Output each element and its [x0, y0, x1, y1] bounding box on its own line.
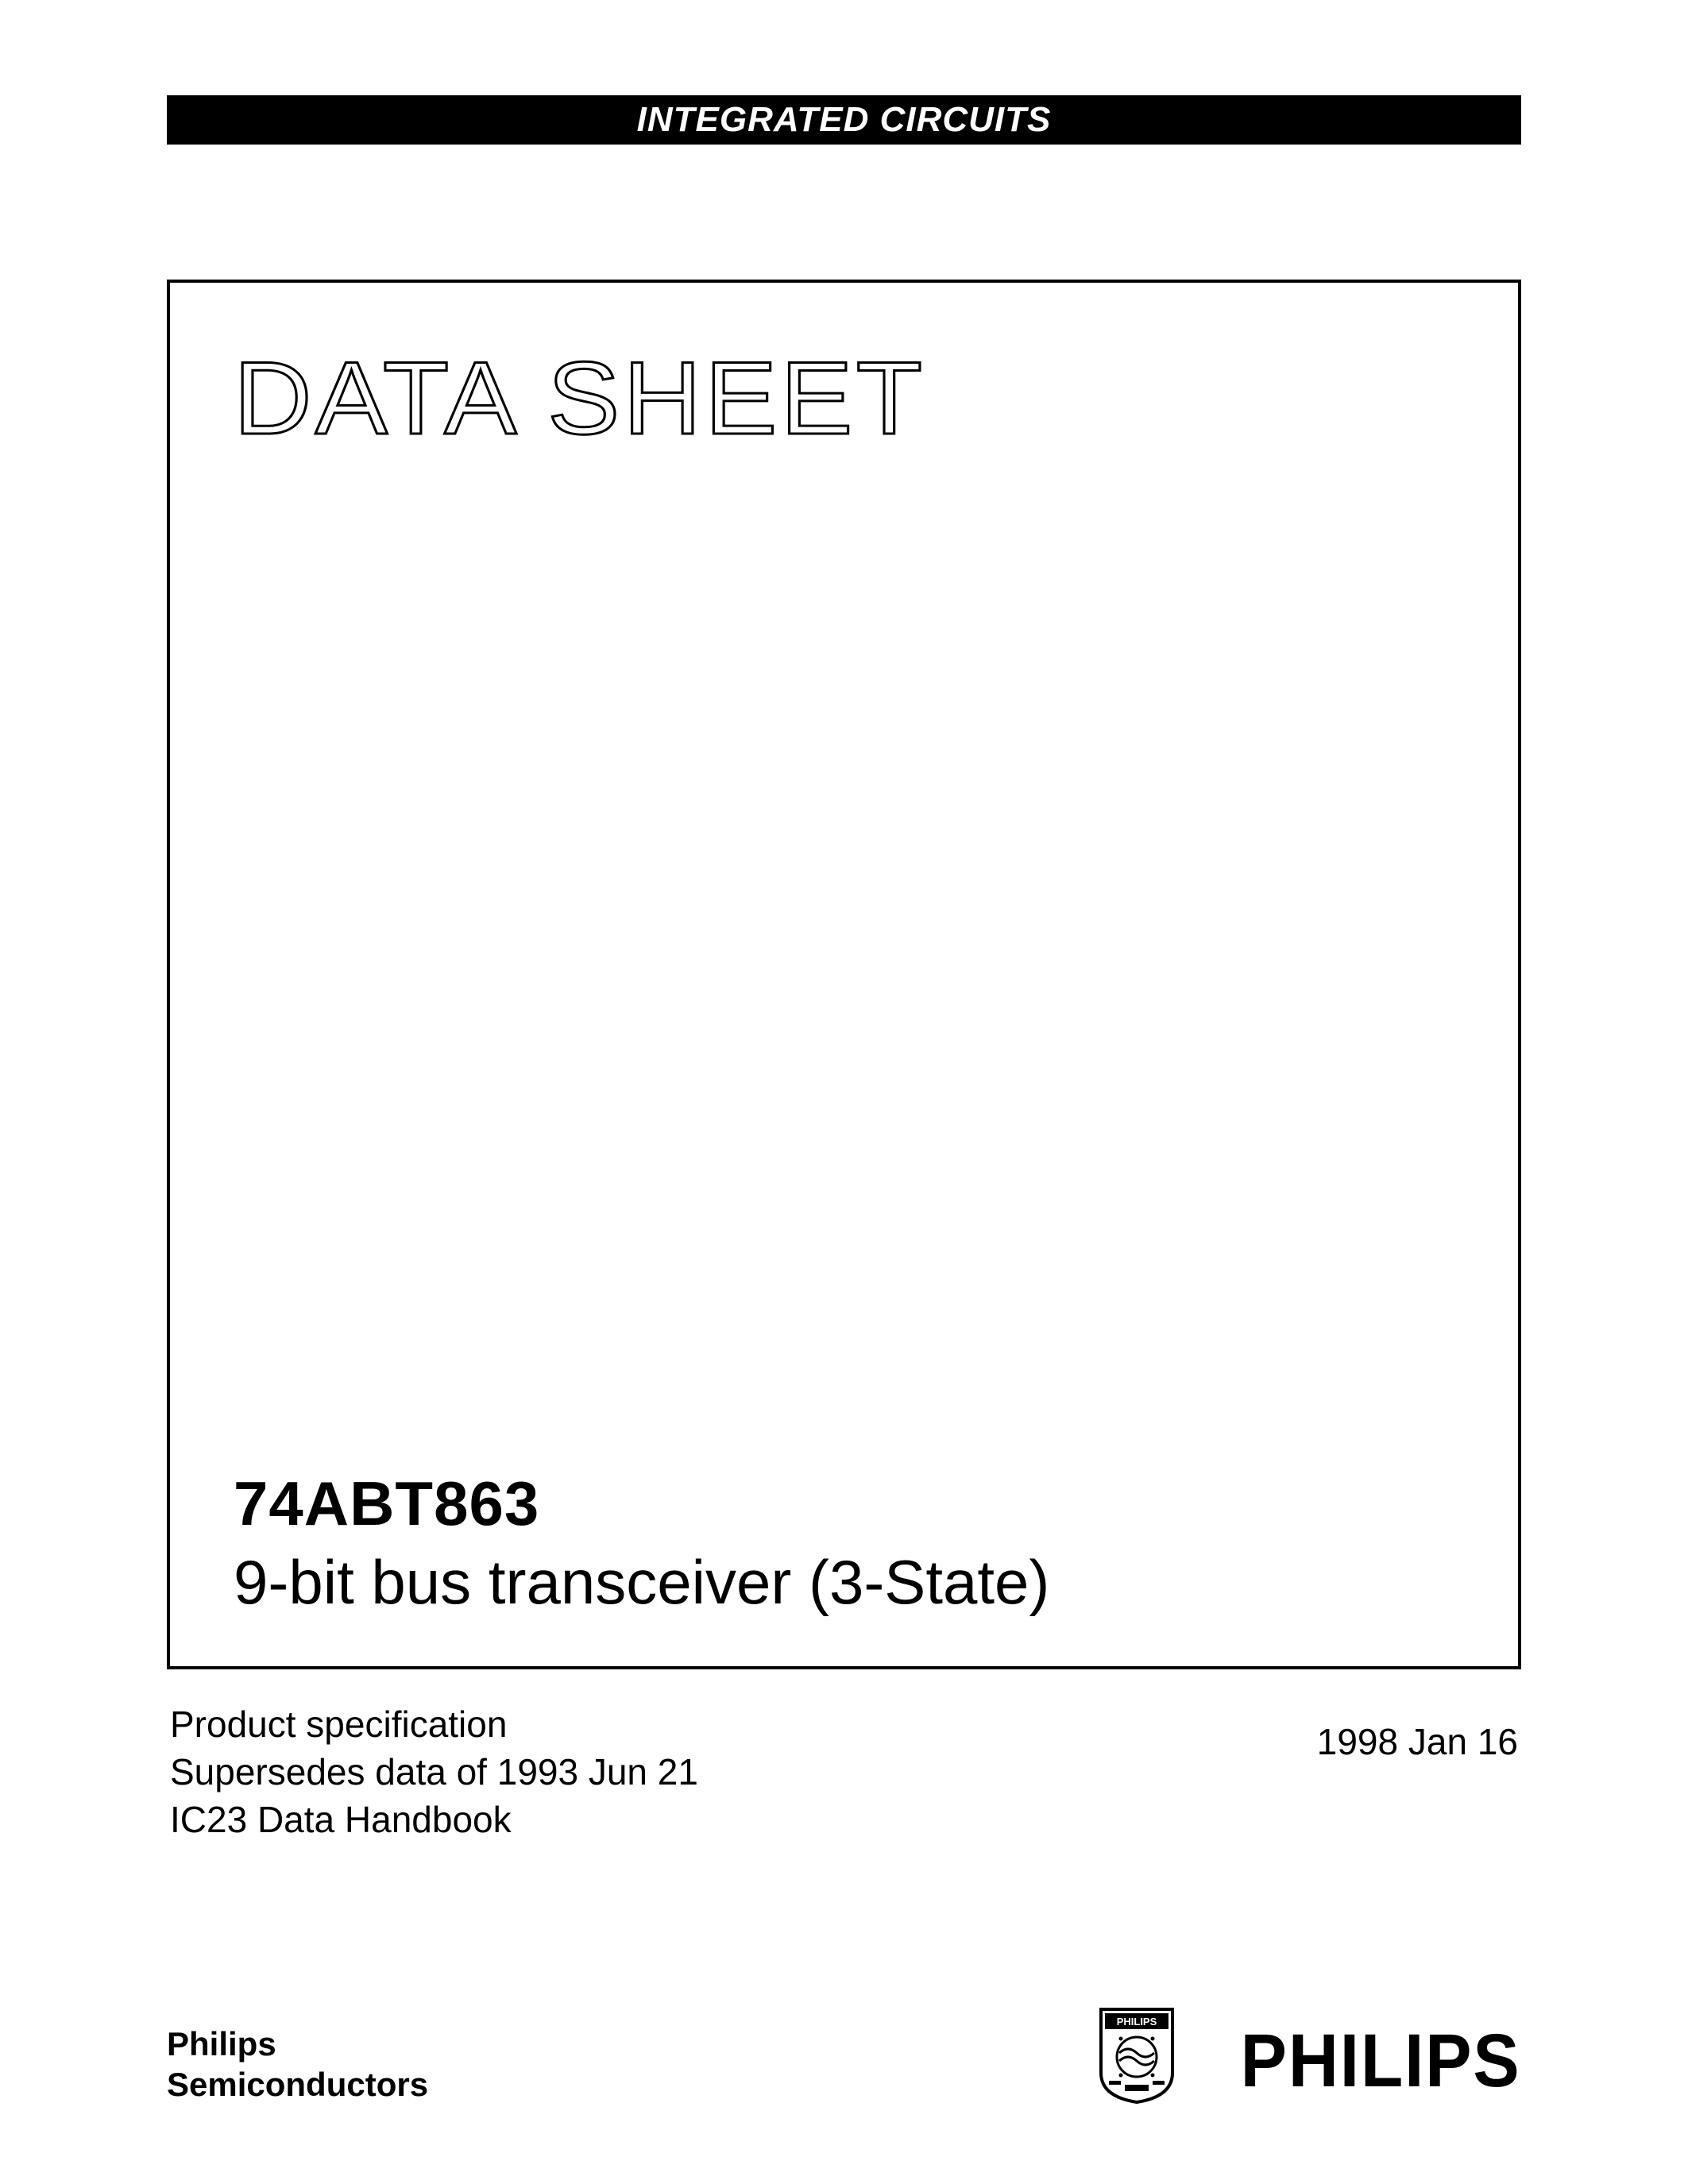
svg-text:PHILIPS: PHILIPS — [1117, 2016, 1157, 2028]
meta-supersedes-line: Supersedes data of 1993 Jun 21 — [170, 1749, 698, 1796]
footer-company-line1: Philips — [167, 2024, 428, 2064]
datasheet-box: DATA SHEET 74ABT863 9-bit bus transceive… — [167, 280, 1521, 1669]
header-bar: INTEGRATED CIRCUITS — [167, 95, 1521, 145]
product-description: 9-bit bus transceiver (3-State) — [234, 1546, 1049, 1619]
footer: Philips Semiconductors PHILIPS PHILIPS — [167, 2005, 1521, 2105]
part-number: 74ABT863 — [234, 1468, 1049, 1540]
meta-spec-line: Product specification — [170, 1701, 698, 1749]
meta-date: 1998 Jan 16 — [1317, 1701, 1518, 1763]
page-container: INTEGRATED CIRCUITS DATA SHEET 74ABT863 … — [0, 0, 1688, 2184]
philips-shield-icon: PHILIPS — [1097, 2005, 1176, 2105]
product-block: 74ABT863 9-bit bus transceiver (3-State) — [234, 1468, 1049, 1619]
meta-row: Product specification Supersedes data of… — [167, 1701, 1521, 1843]
meta-left: Product specification Supersedes data of… — [170, 1701, 698, 1843]
header-bar-text: INTEGRATED CIRCUITS — [637, 100, 1052, 139]
philips-logo-text: PHILIPS — [1241, 2018, 1521, 2105]
footer-company-line2: Semiconductors — [167, 2065, 428, 2105]
footer-right: PHILIPS PHILIPS — [1097, 2005, 1521, 2105]
footer-company: Philips Semiconductors — [167, 2024, 428, 2105]
datasheet-title: DATA SHEET — [234, 338, 1516, 457]
meta-handbook-line: IC23 Data Handbook — [170, 1796, 698, 1844]
